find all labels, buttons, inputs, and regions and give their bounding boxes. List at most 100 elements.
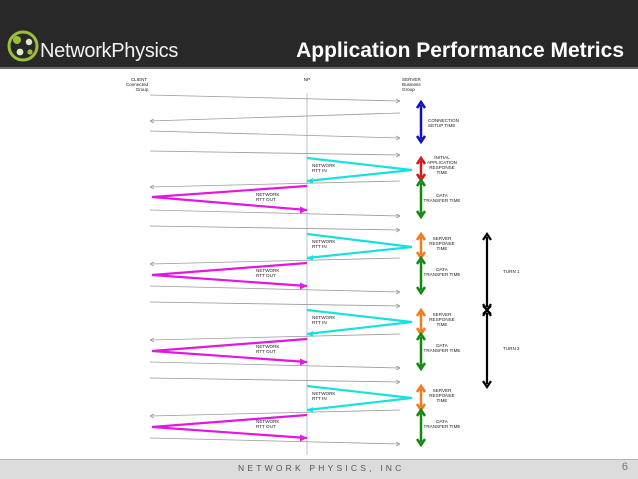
rtt-in-label: RTT IN xyxy=(312,244,327,249)
arrowhead-icon xyxy=(415,362,427,372)
data-transfer-label: DATA xyxy=(436,193,449,198)
data-transfer-label: TRANSFER TIME xyxy=(424,272,461,277)
arrowhead-icon xyxy=(300,282,307,290)
slide-footer: NETWORK PHYSICS, INC 6 xyxy=(0,459,638,479)
message-line xyxy=(149,209,401,217)
message-line xyxy=(149,112,401,122)
arrowhead-icon xyxy=(307,255,313,261)
initial-response-label: TIME xyxy=(437,170,448,175)
turn-divider-icon xyxy=(482,305,492,315)
rtt-out-label: RTT OUT xyxy=(256,424,276,429)
rtt-out-label: RTT OUT xyxy=(256,349,276,354)
message-line xyxy=(149,377,401,383)
arrowhead-icon xyxy=(307,407,313,413)
rtt-in-arrows xyxy=(306,156,413,413)
rtt-in-label: NETWORK xyxy=(312,239,336,244)
server-response-label: RESPONSE xyxy=(429,393,455,398)
arrowhead-icon xyxy=(395,98,401,104)
rtt-out-arrows xyxy=(151,184,308,442)
arrowhead-icon xyxy=(300,434,307,442)
server-response-label: SERVER xyxy=(433,236,452,241)
rtt-out-label: RTT OUT xyxy=(256,273,276,278)
message-line xyxy=(149,150,401,156)
arrowhead-icon xyxy=(395,365,401,371)
message-line xyxy=(149,333,401,341)
arrowhead-icon xyxy=(415,383,427,393)
connection-setup-label: SETUP TIME xyxy=(428,123,455,128)
server-response-label: TIME xyxy=(437,322,448,327)
rtt-out-label: NETWORK xyxy=(256,268,280,273)
arrowhead-icon xyxy=(395,441,401,447)
message-line xyxy=(149,437,401,445)
rtt-in-label: RTT IN xyxy=(312,396,327,401)
arrowhead-icon xyxy=(149,261,155,267)
arrowhead-icon xyxy=(149,337,155,343)
rtt-out-label: NETWORK xyxy=(256,419,280,424)
server-response-label: RESPONSE xyxy=(429,241,455,246)
rtt-out-label: NETWORK xyxy=(256,344,280,349)
header-divider xyxy=(0,67,638,69)
message-line xyxy=(149,361,401,369)
network-physics-logo-icon xyxy=(7,30,39,62)
data-transfer-label: TRANSFER TIME xyxy=(424,198,461,203)
arrowhead-icon xyxy=(307,331,313,337)
message-line xyxy=(149,257,401,265)
message-line xyxy=(149,285,401,293)
initial-response-label: APPLICATION xyxy=(427,160,457,165)
rtt-in-arrow xyxy=(306,308,413,336)
arrowhead-icon xyxy=(415,255,427,265)
arrowhead-icon xyxy=(415,331,427,341)
slide-title: Application Performance Metrics xyxy=(296,39,624,62)
server-column-sublabel: Business xyxy=(402,82,421,87)
message-line xyxy=(149,130,401,139)
rtt-in-label: NETWORK xyxy=(312,391,336,396)
arrowhead-icon xyxy=(395,213,401,219)
arrowhead-icon xyxy=(395,227,401,233)
message-line xyxy=(149,301,401,307)
server-response-label: SERVER xyxy=(433,312,452,317)
turn-1-label: TURN 1 xyxy=(503,269,520,274)
arrowhead-icon xyxy=(395,152,401,158)
initial-response-label: RESPONSE xyxy=(429,165,455,170)
arrowhead-icon xyxy=(149,413,155,419)
arrowhead-icon xyxy=(395,135,401,141)
server-column-sublabel: Group xyxy=(402,87,415,92)
rtt-out-label: RTT OUT xyxy=(256,197,276,202)
arrowhead-icon xyxy=(395,379,401,385)
client-column-label: CLIENT xyxy=(131,77,148,82)
timing-diagram: CLIENT Connected Group NP SERVER Busines… xyxy=(126,77,520,455)
data-transfer-label: DATA xyxy=(436,343,449,348)
server-response-label: SERVER xyxy=(433,388,452,393)
rtt-in-arrow xyxy=(306,232,413,260)
slide-header: NetworkPhysics Application Performance M… xyxy=(0,0,638,67)
data-transfer-label: DATA xyxy=(436,267,449,272)
rtt-out-arrow xyxy=(151,184,308,212)
arrowhead-icon xyxy=(395,303,401,309)
initial-response-label: INITIAL xyxy=(434,155,450,160)
server-response-label: RESPONSE xyxy=(429,317,455,322)
brand-name: NetworkPhysics xyxy=(40,40,179,62)
rtt-in-label: NETWORK xyxy=(312,163,336,168)
message-line xyxy=(149,180,401,188)
arrowhead-icon xyxy=(300,358,307,366)
page-number: 6 xyxy=(621,461,628,473)
company-name: NETWORK PHYSICS, INC xyxy=(238,463,405,473)
rtt-out-label: NETWORK xyxy=(256,192,280,197)
message-line xyxy=(149,409,401,417)
arrowhead-icon xyxy=(395,289,401,295)
data-transfer-label: TRANSFER TIME xyxy=(424,424,461,429)
arrowhead-icon xyxy=(415,177,427,187)
arrowhead-icon xyxy=(300,206,307,214)
rtt-out-arrow xyxy=(151,261,308,288)
rtt-in-arrow xyxy=(306,384,413,412)
arrowhead-icon xyxy=(415,99,427,109)
arrowhead-icon xyxy=(415,231,427,241)
data-transfer-label: TRANSFER TIME xyxy=(424,348,461,353)
arrowhead-icon xyxy=(415,210,427,220)
arrowhead-icon xyxy=(149,118,155,124)
arrowhead-icon xyxy=(149,184,155,190)
time-intervals xyxy=(415,99,492,448)
arrowhead-icon xyxy=(415,307,427,317)
arrowhead-icon xyxy=(415,407,427,417)
arrowhead-icon xyxy=(415,155,427,165)
